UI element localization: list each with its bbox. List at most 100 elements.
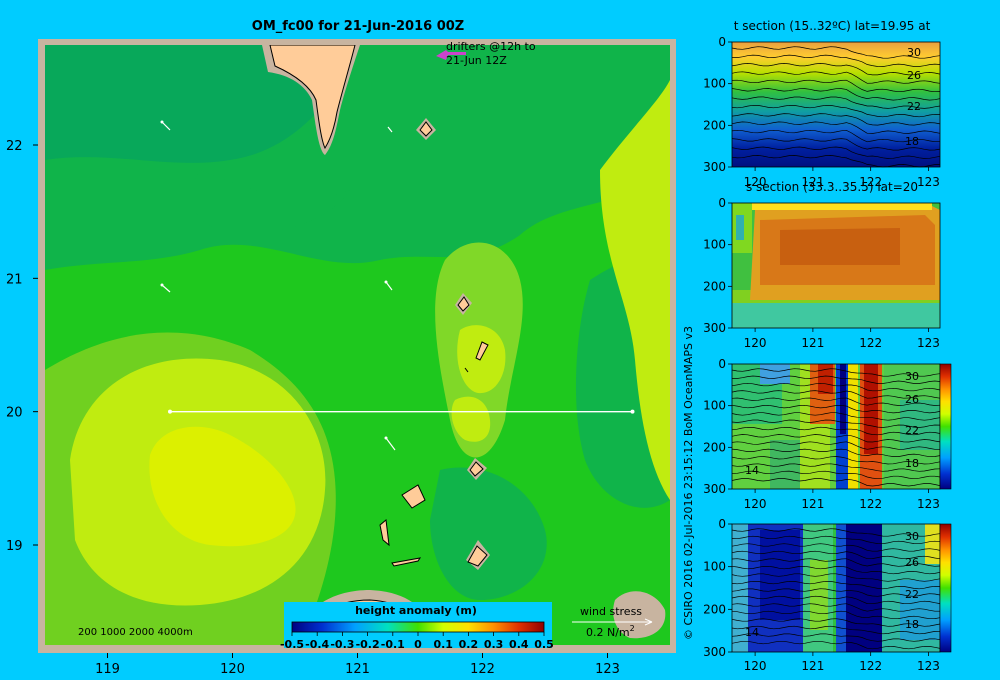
wind-stress-legend: wind stress 0.2 N/m2 xyxy=(572,605,653,639)
salinity-section-title: s section (33.3..35.5) lat=20 xyxy=(746,180,918,194)
isotherm-contour xyxy=(731,456,941,465)
contour-label: 26 xyxy=(907,69,921,82)
isotherm-contour xyxy=(731,138,941,151)
velocity-e-colorbar xyxy=(939,523,952,653)
section-x-tick-label: 122 xyxy=(859,497,882,511)
section-y-tick-label: 200 xyxy=(703,118,726,132)
isotherm-contour xyxy=(731,434,941,443)
map-x-axis: 119 120 121 122 123 xyxy=(95,653,620,677)
map-x-tick-label: 123 xyxy=(595,662,620,677)
map-y-axis: 19 20 21 22 xyxy=(6,139,38,554)
section-x-tick-label: 123 xyxy=(917,659,940,673)
section-x-tick-label: 123 xyxy=(917,497,940,511)
velocity-n-section-panel xyxy=(731,363,952,490)
section-x-tick-label: 120 xyxy=(744,175,767,189)
isotherm-contour xyxy=(731,404,941,414)
section-x-tick-label: 121 xyxy=(801,659,824,673)
section-x-tick-label: 122 xyxy=(859,659,882,673)
drifters-label-line2: 21-Jun 12Z xyxy=(446,54,507,67)
contour-label: 30 xyxy=(905,530,919,543)
section-y-tick-label: 0 xyxy=(718,357,726,371)
isotherm-contour xyxy=(731,448,941,458)
section-x-tick-label: 120 xyxy=(744,497,767,511)
map-y-tick-label: 19 xyxy=(6,539,23,554)
contour-label: 26 xyxy=(905,556,919,569)
isotherm-contour xyxy=(731,441,940,450)
section-y-tick-label: 100 xyxy=(703,77,726,91)
section-y-tick-label: 100 xyxy=(703,238,726,252)
isotherm-contour xyxy=(731,618,941,627)
credit-text: © CSIRO 2016 02-Jul-2016 23:15:12 BoM Oc… xyxy=(682,326,695,640)
isotherm-contour xyxy=(731,573,941,582)
contour-label: 18 xyxy=(905,457,919,470)
height-colorbar: height anomaly (m) -0.5 -0.4 -0.3 -0.2 -0.1 0… xyxy=(280,602,554,651)
isotherm-contour xyxy=(731,535,941,545)
section-x-tick-label: 122 xyxy=(859,336,882,350)
isotherm-contour xyxy=(731,426,941,436)
section-y-tick-label: 0 xyxy=(718,517,726,531)
section-x-tick-label: 120 xyxy=(744,659,767,673)
isotherm-contour xyxy=(731,595,941,605)
temperature-section-title: t section (15..32ºC) lat=19.95 at xyxy=(734,19,931,33)
isotherm-contour xyxy=(731,146,941,159)
velocity-e-section-panel xyxy=(731,523,952,653)
isotherm-contour xyxy=(731,129,940,143)
section-x-tick-label: 121 xyxy=(801,336,824,350)
height-colorbar-tick-label: -0.4 xyxy=(305,638,329,651)
isotherm-contour xyxy=(731,88,941,101)
height-colorbar-tick-label: 0.3 xyxy=(484,638,504,651)
isotherm-contour xyxy=(731,79,941,93)
velocity-n-section-field xyxy=(732,364,940,489)
section-y-tick-label: 0 xyxy=(718,35,726,49)
contour-labels: 30 26 22 18 30 26 22 18 14 30 26 22 18 14 xyxy=(745,46,921,639)
isotherm-contour xyxy=(731,470,941,480)
section-y-tick-label: 300 xyxy=(703,160,726,174)
isotherm-contour xyxy=(731,478,941,487)
contour-label: 18 xyxy=(905,618,919,631)
isotherm-contour xyxy=(731,463,941,472)
section-y-tick-label: 100 xyxy=(703,560,726,574)
map-x-tick-label: 122 xyxy=(470,662,495,677)
isotherm-contour xyxy=(731,368,941,377)
isotherm-contour xyxy=(731,71,941,84)
section-y-tick-label: 200 xyxy=(703,279,726,293)
isotherm-contour xyxy=(731,580,941,590)
wind-stress-label: wind stress xyxy=(580,605,642,618)
isotherm-contour xyxy=(731,121,941,134)
height-colorbar-tick-label: 0.5 xyxy=(534,638,554,651)
height-colorbar-tick-label: -0.1 xyxy=(381,638,405,651)
isotherm-contour xyxy=(731,375,941,384)
section-x-tick-label: 123 xyxy=(917,175,940,189)
height-colorbar-tick-label: -0.3 xyxy=(330,638,354,651)
isotherm-contour xyxy=(731,382,941,392)
drifters-label-line1: drifters @12h to xyxy=(446,40,536,53)
section-y-tick-label: 200 xyxy=(703,602,726,616)
height-colorbar-tick-label: 0.1 xyxy=(433,638,453,651)
isotherm-contour xyxy=(731,550,941,560)
isotherm-contour xyxy=(731,558,941,567)
contour-label: 30 xyxy=(907,46,921,59)
height-colorbar-title: height anomaly (m) xyxy=(355,604,477,617)
figure-title: OM_fc00 for 21-Jun-2016 00Z xyxy=(252,19,464,34)
isotherm-contour xyxy=(731,113,941,126)
map-y-tick-label: 20 xyxy=(6,406,23,421)
section-y-tick-label: 100 xyxy=(703,399,726,413)
salinity-section-panel: s section (33.3..35.5) lat=20 xyxy=(731,180,941,329)
height-colorbar-tick-label: 0.2 xyxy=(459,638,479,651)
section-y-tick-label: 0 xyxy=(718,196,726,210)
isotherm-contour xyxy=(731,46,941,59)
wind-stress-value: 0.2 N/m2 xyxy=(586,624,635,639)
isotherm-contour xyxy=(731,397,941,406)
height-colorbar-tick-label: 0.4 xyxy=(509,638,529,651)
isotherm-contour xyxy=(731,633,941,642)
isotherm-contour xyxy=(731,63,941,76)
isotherm-contour xyxy=(731,640,941,650)
contour-label: 14 xyxy=(745,626,759,639)
section-y-tick-label: 300 xyxy=(703,482,726,496)
isotherm-contour xyxy=(731,543,941,552)
section-x-tick-label: 121 xyxy=(801,497,824,511)
depth-legend: 200 1000 2000 4000m xyxy=(78,627,193,638)
isotherm-contour xyxy=(731,54,941,67)
salinity-section-field xyxy=(732,203,940,328)
